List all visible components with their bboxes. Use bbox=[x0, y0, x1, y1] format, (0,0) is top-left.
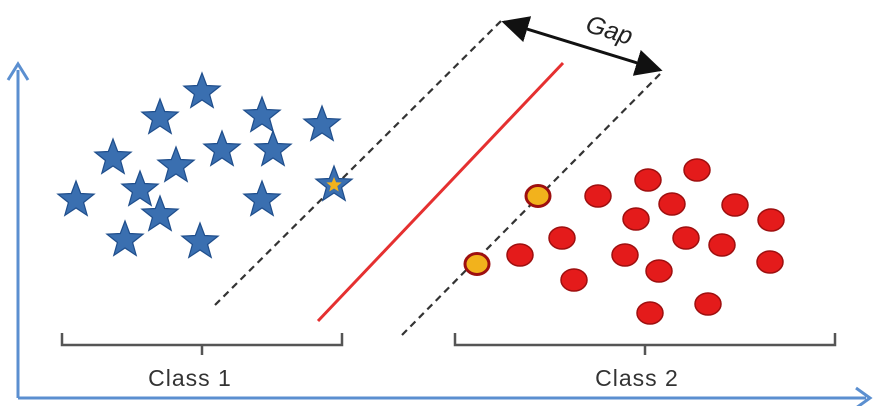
circle-icon bbox=[636, 301, 664, 325]
support-vector-circle-icon bbox=[524, 184, 552, 208]
star-icon bbox=[140, 194, 180, 232]
circle-icon bbox=[622, 207, 650, 231]
star-icon bbox=[180, 221, 220, 259]
circle-icon bbox=[548, 226, 576, 250]
upper-margin-line bbox=[214, 19, 503, 306]
class1-points bbox=[56, 71, 354, 259]
circle-icon bbox=[672, 226, 700, 250]
star-icon bbox=[242, 179, 282, 217]
circle-icon bbox=[645, 259, 673, 283]
star-icon bbox=[182, 71, 222, 109]
star-icon bbox=[56, 179, 96, 217]
star-icon bbox=[140, 97, 180, 135]
support-vector-highlight-icon bbox=[326, 177, 342, 192]
circle-icon bbox=[721, 193, 749, 217]
star-icon bbox=[253, 129, 293, 167]
class1-label: Class 1 bbox=[148, 365, 232, 391]
y-axis-arrowhead bbox=[6, 61, 30, 81]
class1-bracket bbox=[60, 333, 344, 355]
x-axis-arrowhead bbox=[855, 386, 873, 410]
circle-icon bbox=[708, 233, 736, 257]
separating-hyperplane bbox=[316, 61, 565, 323]
star-icon bbox=[105, 219, 145, 257]
axes bbox=[6, 61, 873, 410]
class2-points bbox=[463, 158, 785, 325]
star-icon bbox=[120, 169, 160, 207]
circle-icon bbox=[683, 158, 711, 182]
star-icon bbox=[242, 95, 282, 133]
circle-icon bbox=[757, 208, 785, 232]
star-icon bbox=[202, 129, 242, 167]
class2-label: Class 2 bbox=[595, 365, 679, 391]
star-icon bbox=[93, 137, 133, 175]
circle-icon bbox=[658, 192, 686, 216]
gap-arrow bbox=[501, 16, 663, 76]
star-icon bbox=[156, 145, 196, 183]
circle-icon bbox=[756, 250, 784, 274]
gap-label: Gap bbox=[583, 10, 636, 51]
star-icon bbox=[302, 104, 342, 142]
circle-icon bbox=[611, 243, 639, 267]
circle-icon bbox=[634, 168, 662, 192]
support-vector-circle-icon bbox=[463, 252, 491, 276]
circle-icon bbox=[506, 243, 534, 267]
class2-bracket bbox=[453, 333, 837, 355]
circle-icon bbox=[584, 184, 612, 208]
circle-icon bbox=[694, 292, 722, 316]
circle-icon bbox=[560, 268, 588, 292]
